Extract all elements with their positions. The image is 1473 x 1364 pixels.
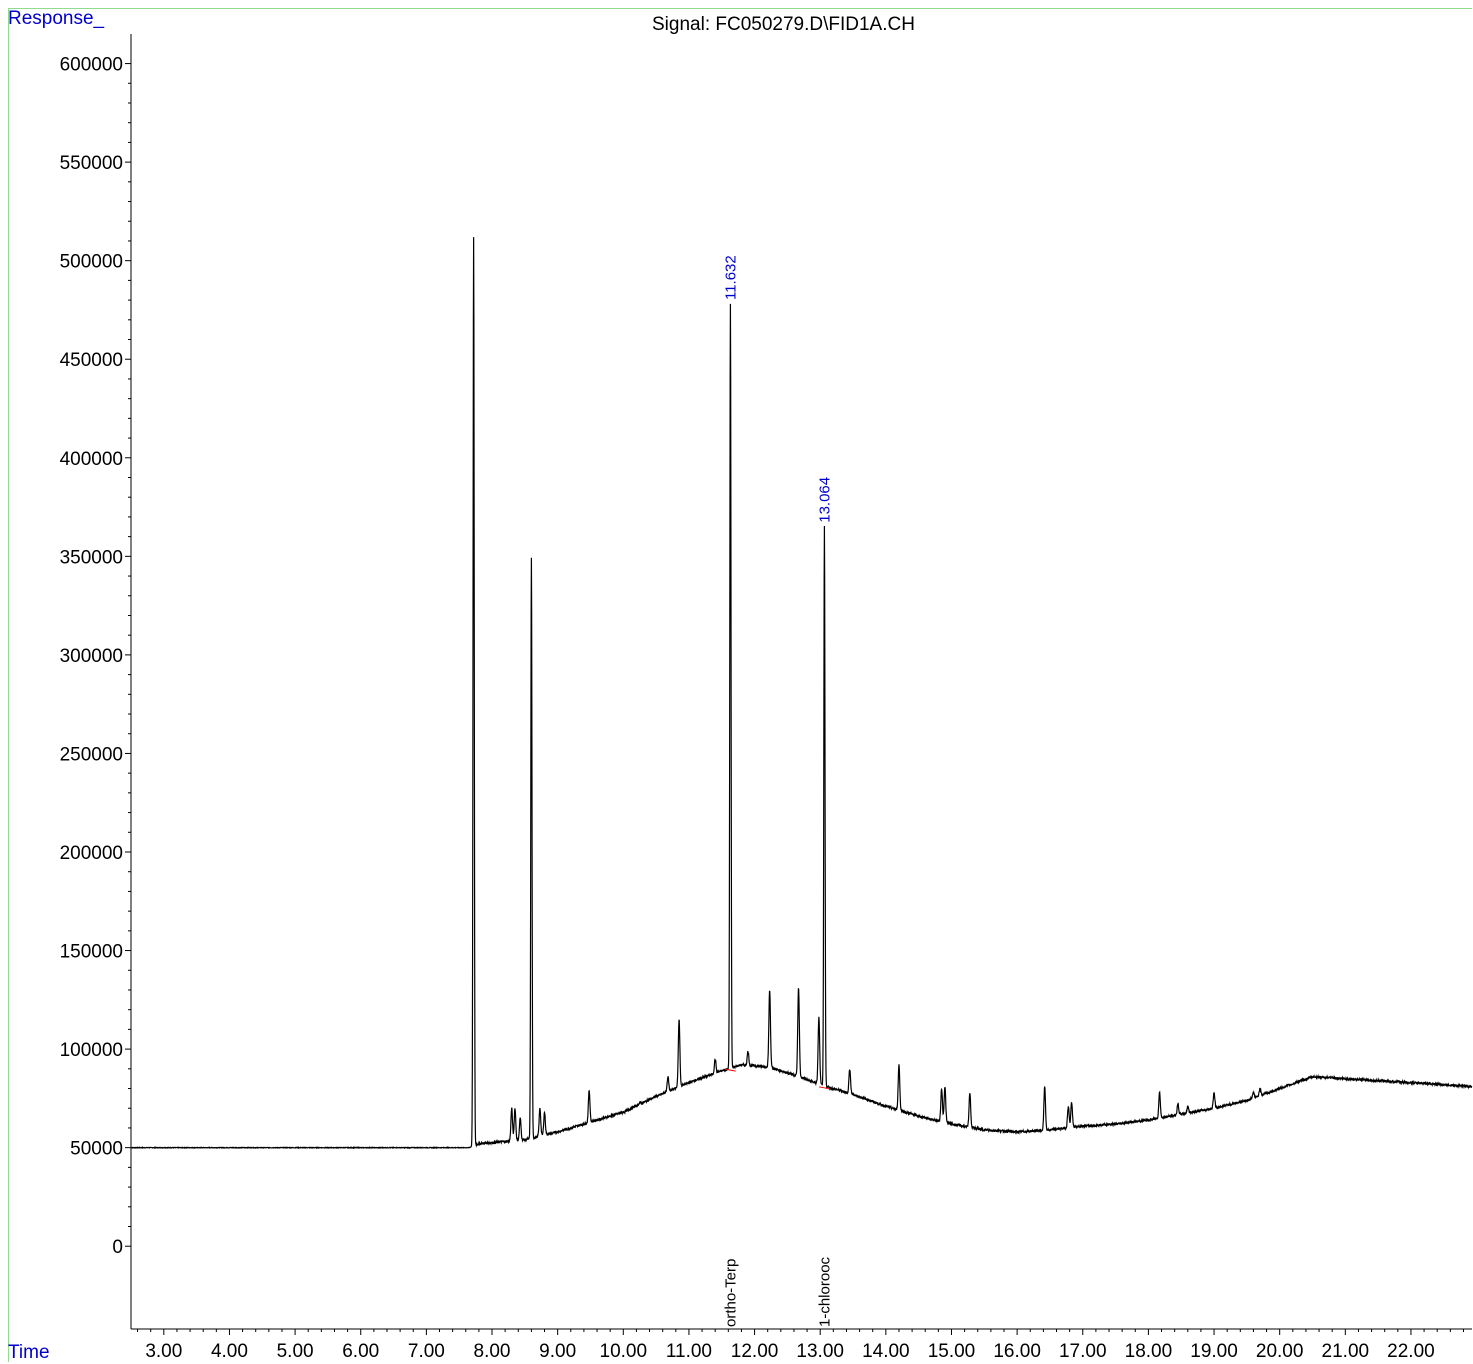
x-axis-label: Time [8,1342,50,1363]
y-tick-label: 200000 [60,843,123,864]
signal-trace [130,237,1473,1150]
y-tick-label: 300000 [60,646,123,667]
integration-baseline [725,1068,736,1072]
y-tick-label: 550000 [60,153,123,174]
axis-ticks: 0 50000 100000 150000 200000 250000 300000 3500… [60,55,1464,1362]
retention-time-label: 11.632 [722,255,739,300]
x-tick-label: 4.00 [211,1341,248,1362]
compound-label: 1-chlorooc [816,1256,833,1327]
y-tick-label: 400000 [60,449,123,470]
x-tick-label: 11.00 [666,1341,712,1362]
y-axis-label: Response_ [8,8,105,29]
x-tick-label: 12.00 [731,1341,779,1362]
y-tick-label: 150000 [60,942,123,963]
y-tick-label: 250000 [60,744,123,765]
x-tick-label: 20.00 [1256,1341,1304,1362]
x-tick-label: 7.00 [408,1341,445,1362]
y-tick-label: 450000 [60,350,123,371]
x-tick-label: 18.00 [1125,1341,1173,1362]
retention-time-label: 13.064 [816,477,833,523]
y-tick-label: 350000 [60,547,123,568]
x-tick-label: 13.00 [796,1341,844,1362]
x-tick-label: 14.00 [862,1341,910,1362]
x-tick-label: 6.00 [342,1341,379,1362]
x-tick-label: 15.00 [928,1341,976,1362]
x-tick-label: 5.00 [277,1341,314,1362]
x-tick-label: 9.00 [539,1341,576,1362]
x-tick-label: 22.00 [1387,1341,1435,1362]
plot-frame [8,8,1472,1362]
integration-baseline [819,1086,830,1090]
y-tick-label: 100000 [60,1040,123,1061]
chart-labels: 11.632 13.064 ortho-Terp 1-chlorooc [722,255,833,1327]
axes [130,34,1472,1330]
y-tick-label: 500000 [60,252,123,273]
signal-trace-layer [130,237,1473,1150]
x-tick-label: 8.00 [474,1341,511,1362]
x-tick-label: 10.00 [600,1341,648,1362]
chart-title: Signal: FC050279.D\FID1A.CH [652,14,915,35]
y-tick-label: 600000 [60,55,123,76]
x-tick-label: 19.00 [1190,1341,1238,1362]
compound-label: ortho-Terp [722,1259,739,1327]
y-tick-label: 50000 [70,1139,123,1160]
x-tick-label: 17.00 [1059,1341,1107,1362]
x-tick-label: 21.00 [1322,1341,1370,1362]
y-tick-label: 0 [112,1237,123,1258]
x-tick-label: 16.00 [993,1341,1041,1362]
x-tick-label: 3.00 [145,1341,182,1362]
